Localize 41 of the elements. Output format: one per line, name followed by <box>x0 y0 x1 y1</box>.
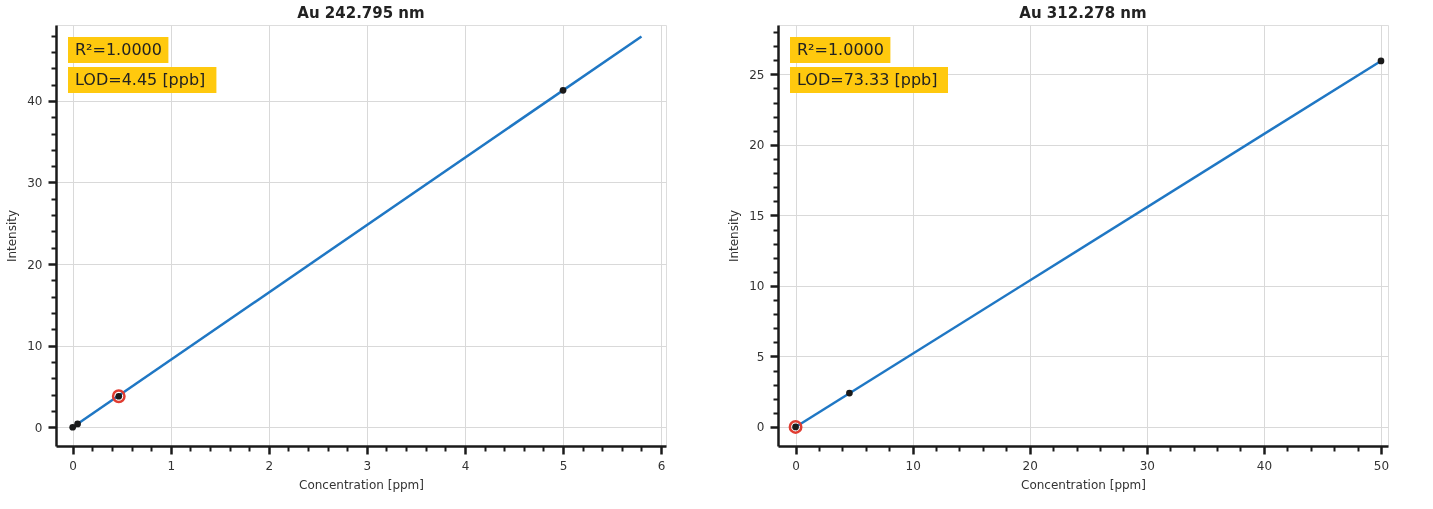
point <box>846 389 853 397</box>
annotation: LOD=73.33 [ppb] <box>797 70 938 89</box>
annotation: R²=1.0000 <box>75 40 162 59</box>
annotation: LOD=4.45 [ppb] <box>75 70 206 89</box>
x-tick-label: 6 <box>657 458 666 473</box>
y-tick-label: 10 <box>749 279 765 294</box>
y-tick-label: 0 <box>34 420 43 435</box>
x-tick-label: 5 <box>559 458 568 473</box>
point <box>111 389 126 404</box>
x-tick-label: 1 <box>167 458 176 473</box>
y-tick-label: 20 <box>27 257 43 272</box>
x-tick-label: 0 <box>792 458 800 473</box>
annotation: R²=1.0000 <box>797 40 884 59</box>
x-tick-label: 30 <box>1139 458 1155 473</box>
y-tick-label: 30 <box>27 175 43 190</box>
y-tick-label: 15 <box>749 208 765 223</box>
x-tick-label: 4 <box>461 458 470 473</box>
point <box>559 86 567 94</box>
x-axis-title: Concentration [ppm] <box>299 477 424 492</box>
y-tick-label: 5 <box>756 349 765 364</box>
x-tick-label: 2 <box>265 458 274 473</box>
point <box>1377 57 1385 65</box>
y-axis-title: Intensity <box>5 209 20 263</box>
point <box>69 423 77 431</box>
y-tick-label: 10 <box>27 339 43 354</box>
chart-title: Au 242.795 nm <box>297 4 425 22</box>
x-tick-label: 10 <box>905 458 921 473</box>
y-tick-label: 0 <box>756 420 765 435</box>
x-axis-title: Concentration [ppm] <box>1021 477 1146 492</box>
y-tick-label: 40 <box>27 94 43 109</box>
x-tick-label: 0 <box>69 458 77 473</box>
chart-title: Au 312.278 nm <box>1019 4 1147 22</box>
point <box>74 420 81 428</box>
y-axis-title: Intensity <box>727 209 742 263</box>
y-tick-label: 25 <box>749 67 765 82</box>
point <box>788 420 803 434</box>
x-tick-label: 50 <box>1373 458 1390 473</box>
x-tick-label: 3 <box>363 458 372 473</box>
y-tick-label: 20 <box>749 138 765 153</box>
x-tick-label: 40 <box>1256 458 1273 473</box>
x-tick-label: 20 <box>1022 458 1038 473</box>
